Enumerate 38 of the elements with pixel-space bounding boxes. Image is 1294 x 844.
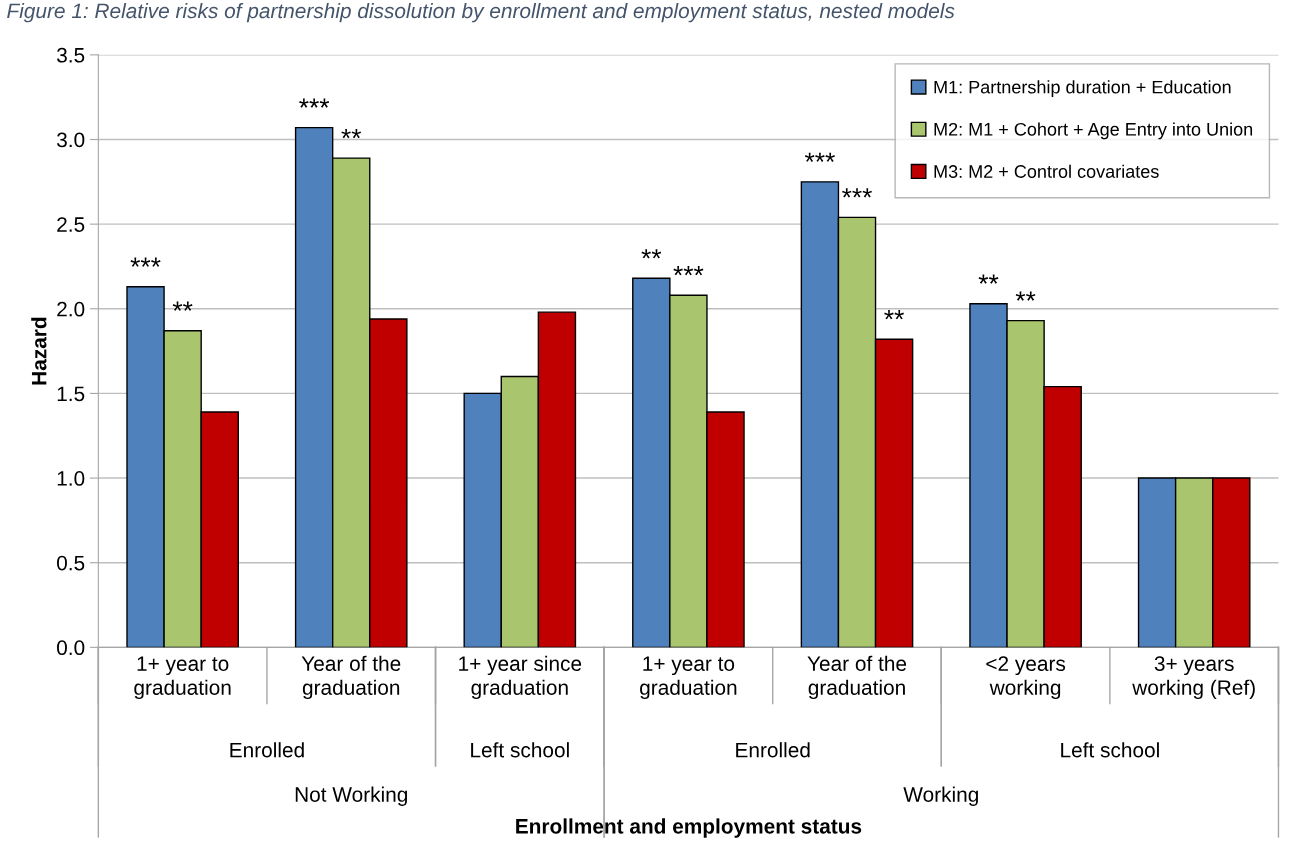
text: Not Working: [295, 786, 408, 806]
x-tick-label: <2 years working: [986, 656, 1066, 700]
data-label: ***: [673, 266, 704, 276]
legend-label: M1: Partnership duration + Education: [934, 80, 1231, 98]
text: Working: [903, 786, 978, 806]
x-tick-label: Year of the graduation: [301, 655, 401, 700]
data-label: **: [341, 128, 362, 139]
data-label: **: [172, 301, 193, 311]
y-tick-label: 3.0: [56, 132, 85, 148]
data-label: **: [641, 249, 662, 259]
legend-label: M3: M2 + Control covariates: [934, 164, 1159, 178]
y-tick-label: 1.0: [57, 471, 85, 486]
y-tick-label: 2.5: [57, 217, 85, 232]
text: Enrollment and employment status: [516, 818, 862, 838]
text: Enrolled: [230, 742, 304, 758]
text: Left school: [471, 742, 569, 758]
data-label: ***: [130, 257, 161, 267]
text: Left school: [1061, 742, 1159, 758]
chart-title: Figure 1: Relative risks of partnership dissolution by enrollment and employment status, nested models: [7, 2, 955, 23]
data-label: **: [1015, 291, 1036, 301]
x-tick-label: Year of the graduation: [807, 655, 907, 700]
data-label: ***: [299, 98, 330, 108]
data-label: ***: [842, 188, 872, 198]
y-tick-label: 3.5: [56, 47, 85, 63]
x-tick-label: 1+ year to graduation: [134, 656, 231, 700]
text: Enrolled: [736, 742, 810, 758]
data-label: **: [884, 310, 904, 320]
y-tick-label: 0.5: [57, 555, 85, 571]
y-axis-title: Hazard: [31, 317, 47, 385]
x-tick-label: 3+ years working (Ref): [1132, 656, 1255, 700]
y-tick-label: 2.0: [57, 301, 85, 317]
x-tick-label: 1+ year to graduation: [640, 656, 737, 700]
y-tick-label: 1.5: [57, 386, 85, 402]
y-tick-label: 0.0: [57, 640, 85, 656]
x-tick-label: 1+ year since graduation: [459, 655, 582, 700]
legend-label: M2: M1 + Cohort + Age Entry into Union: [934, 122, 1253, 140]
data-label: **: [978, 274, 999, 284]
data-label: ***: [804, 152, 835, 162]
